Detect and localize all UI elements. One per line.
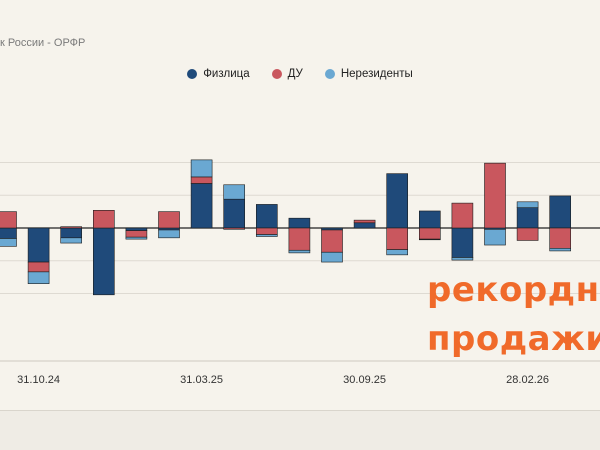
- bar-segment-nonresidents: [484, 229, 506, 246]
- bar-segment-nonresidents: [255, 234, 278, 237]
- bar-segment-individuals: [190, 183, 213, 229]
- bar-segment-nonresidents: [321, 251, 343, 263]
- bar-segment-trust: [321, 229, 343, 253]
- bar-segment-trust: [386, 227, 409, 250]
- bar-segment-trust: [93, 210, 115, 229]
- bar-segment-trust: [158, 211, 180, 229]
- bar-segment-individuals: [27, 227, 50, 263]
- legend-item-trust: ДУ: [271, 68, 303, 80]
- bar-segment-individuals: [386, 173, 409, 229]
- bar-segment-nonresidents: [288, 249, 311, 254]
- bar-segment-nonresidents: [190, 159, 213, 178]
- legend-label-individuals: Физлица: [203, 68, 250, 80]
- bar-segment-individuals: [516, 207, 539, 229]
- chart-card: к России - ОРФР Физлица ДУ Нерезиденты 3…: [0, 37, 600, 411]
- x-tick-label: 31.10.24: [17, 374, 60, 386]
- bar-segment-nonresidents: [418, 238, 441, 241]
- bar-segment-nonresidents: [27, 271, 50, 284]
- bar-segment-trust: [549, 227, 572, 249]
- bar-segment-trust: [190, 176, 213, 184]
- legend-swatch-individuals: [187, 69, 198, 79]
- overlay-line-1: рекордн: [427, 270, 600, 310]
- bar-segment-individuals: [255, 204, 278, 229]
- bar-segment-trust: [484, 162, 506, 229]
- bar-segment-individuals: [549, 195, 572, 229]
- legend-swatch-nonresidents: [324, 69, 335, 79]
- legend-swatch-trust: [271, 69, 282, 79]
- bar-segment-trust: [418, 227, 441, 240]
- bar-segment-individuals: [125, 227, 148, 231]
- bar-segment-trust: [353, 219, 376, 224]
- bar-segment-individuals: [288, 217, 311, 229]
- bar-segment-individuals: [0, 227, 17, 239]
- bar-segment-nonresidents: [60, 237, 83, 244]
- bar-segment-nonresidents: [125, 236, 148, 240]
- bar-segment-individuals: [60, 227, 83, 239]
- bar-segment-trust: [223, 227, 245, 230]
- legend-item-individuals: Физлица: [187, 68, 250, 80]
- bar-segment-individuals: [223, 198, 245, 229]
- bar-segment-nonresidents: [549, 248, 572, 252]
- bar-segment-nonresidents: [386, 249, 409, 256]
- bar-segment-nonresidents: [158, 229, 180, 239]
- bar-segment-individuals: [353, 222, 376, 229]
- bar-segment-trust: [451, 202, 474, 229]
- bar-segment-individuals: [451, 227, 474, 258]
- bar-segment-trust: [255, 227, 278, 235]
- bar-segment-trust: [60, 226, 83, 229]
- bar-segment-trust: [125, 230, 148, 238]
- bar-segment-trust: [0, 211, 17, 229]
- legend-label-trust: ДУ: [287, 68, 303, 80]
- x-tick-label: 31.03.25: [180, 374, 223, 386]
- x-tick-label: 28.02.26: [506, 374, 549, 386]
- bar-segment-trust: [288, 227, 311, 251]
- bar-segment-nonresidents: [0, 238, 17, 247]
- overlay-caption: рекордн продажи: [427, 266, 600, 364]
- bar-segment-trust: [516, 227, 539, 241]
- bar-segment-individuals: [418, 210, 441, 229]
- bar-segment-individuals: [93, 227, 115, 296]
- bar-segment-nonresidents: [451, 257, 474, 261]
- chart-legend: Физлица ДУ Нерезиденты: [0, 68, 600, 80]
- overlay-line-2: продажи: [427, 319, 600, 359]
- bar-segment-nonresidents: [223, 184, 245, 200]
- chart-source: к России - ОРФР: [0, 37, 86, 49]
- legend-item-nonresidents: Нерезиденты: [324, 68, 413, 80]
- legend-label-nonresidents: Нерезиденты: [340, 68, 413, 80]
- stacked-bar-chart: 31.10.24 31.03.25 30.09.25 28.02.26: [0, 159, 600, 386]
- x-tick-label: 30.09.25: [343, 374, 386, 386]
- bar-segment-trust: [27, 261, 50, 273]
- bar-segment-nonresidents: [516, 201, 539, 208]
